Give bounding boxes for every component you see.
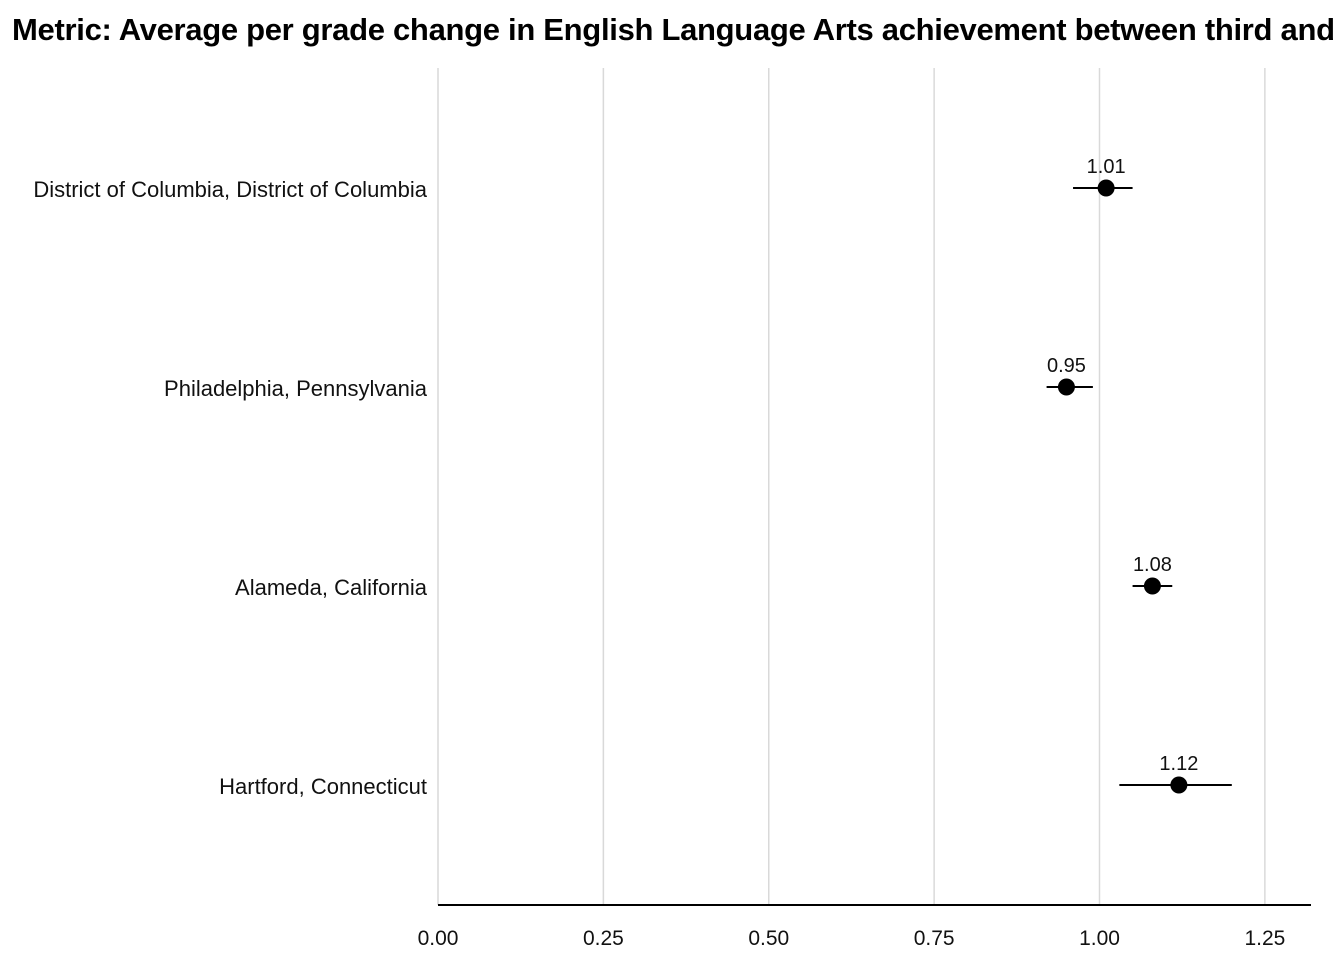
data-point xyxy=(1143,577,1161,595)
data-label: 1.12 xyxy=(1159,753,1198,775)
data-marks: 1.01 0.95 1.08 1.12 xyxy=(1046,156,1232,794)
data-point xyxy=(1057,378,1075,396)
x-tick-label: 0.50 xyxy=(748,927,789,950)
x-tick-label: 1.00 xyxy=(1079,927,1120,950)
category-label: District of Columbia, District of Columb… xyxy=(33,177,427,202)
chart-title: Metric: Average per grade change in Engl… xyxy=(12,12,1344,47)
data-point xyxy=(1097,179,1115,197)
data-label: 0.95 xyxy=(1047,355,1086,377)
category-labels: District of Columbia, District of Columb… xyxy=(33,177,427,799)
category-label: Philadelphia, Pennsylvania xyxy=(164,376,428,401)
x-axis: 0.00 0.25 0.50 0.75 1.00 1.25 xyxy=(418,904,1311,950)
data-label: 1.08 xyxy=(1133,554,1172,576)
data-label: 1.01 xyxy=(1087,156,1126,178)
gridlines xyxy=(437,68,1266,905)
x-tick-label: 1.25 xyxy=(1244,927,1285,950)
category-label: Hartford, Connecticut xyxy=(219,774,427,799)
category-label: Alameda, California xyxy=(235,575,428,600)
x-tick-label: 0.75 xyxy=(914,927,955,950)
x-tick-label: 0.25 xyxy=(583,927,624,950)
data-point xyxy=(1170,776,1188,794)
x-tick-label: 0.00 xyxy=(418,927,459,950)
